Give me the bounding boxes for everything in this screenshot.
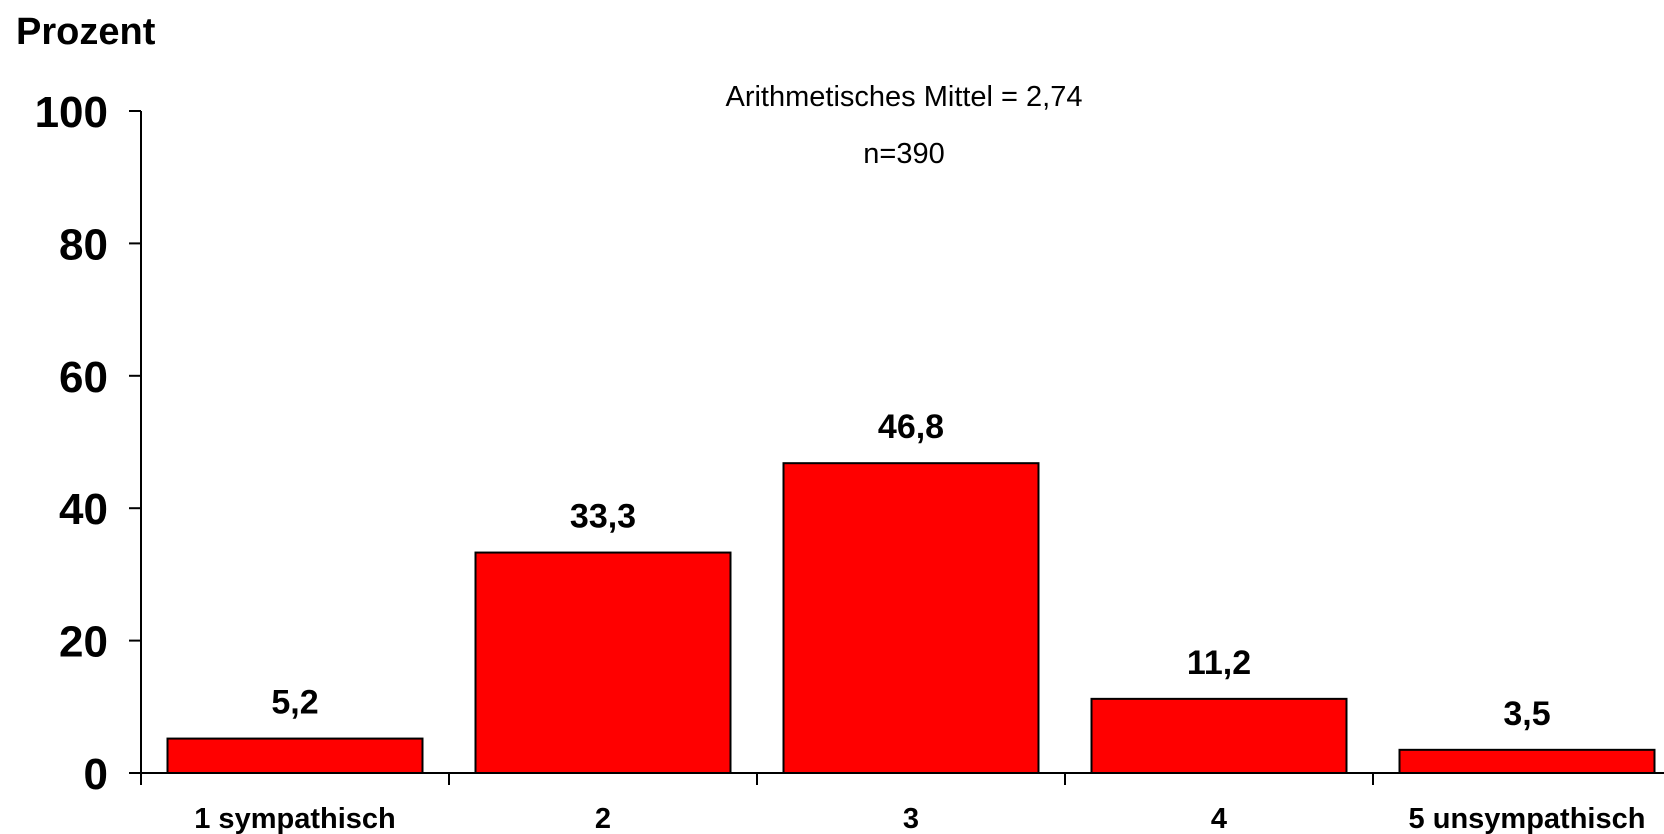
bar-1 <box>166 737 424 774</box>
category-label-3: 3 <box>903 803 919 834</box>
plot-area: 0 20 40 60 80 100 5,2 1 sympathisch 33,3 2 46,8 3 11… <box>35 88 1664 834</box>
value-label-5: 3,5 <box>1503 695 1550 733</box>
bar-2 <box>474 551 732 775</box>
y-tick-label: 0 <box>84 750 108 799</box>
bar-3 <box>782 462 1040 774</box>
y-tick-label: 20 <box>59 618 108 667</box>
annotation-mean: Arithmetisches Mittel = 2,74 <box>725 81 1082 113</box>
y-tick-label: 40 <box>59 485 108 534</box>
category-label-2: 2 <box>595 803 611 834</box>
category-label-5: 5 unsympathisch <box>1409 803 1646 834</box>
y-tick-label: 80 <box>59 220 108 269</box>
value-label-1: 5,2 <box>271 684 318 722</box>
value-label-3: 46,8 <box>878 408 944 446</box>
category-label-1: 1 sympathisch <box>194 803 395 834</box>
bar-4 <box>1090 697 1348 775</box>
bar-5 <box>1398 748 1656 775</box>
category-label-4: 4 <box>1211 803 1227 834</box>
value-label-4: 11,2 <box>1187 644 1251 682</box>
annotation-n: n=390 <box>863 138 944 170</box>
y-tick-label: 100 <box>35 88 108 137</box>
y-tick-label: 60 <box>59 353 108 402</box>
y-axis-title: Prozent <box>16 11 156 53</box>
value-label-2: 33,3 <box>570 498 636 536</box>
